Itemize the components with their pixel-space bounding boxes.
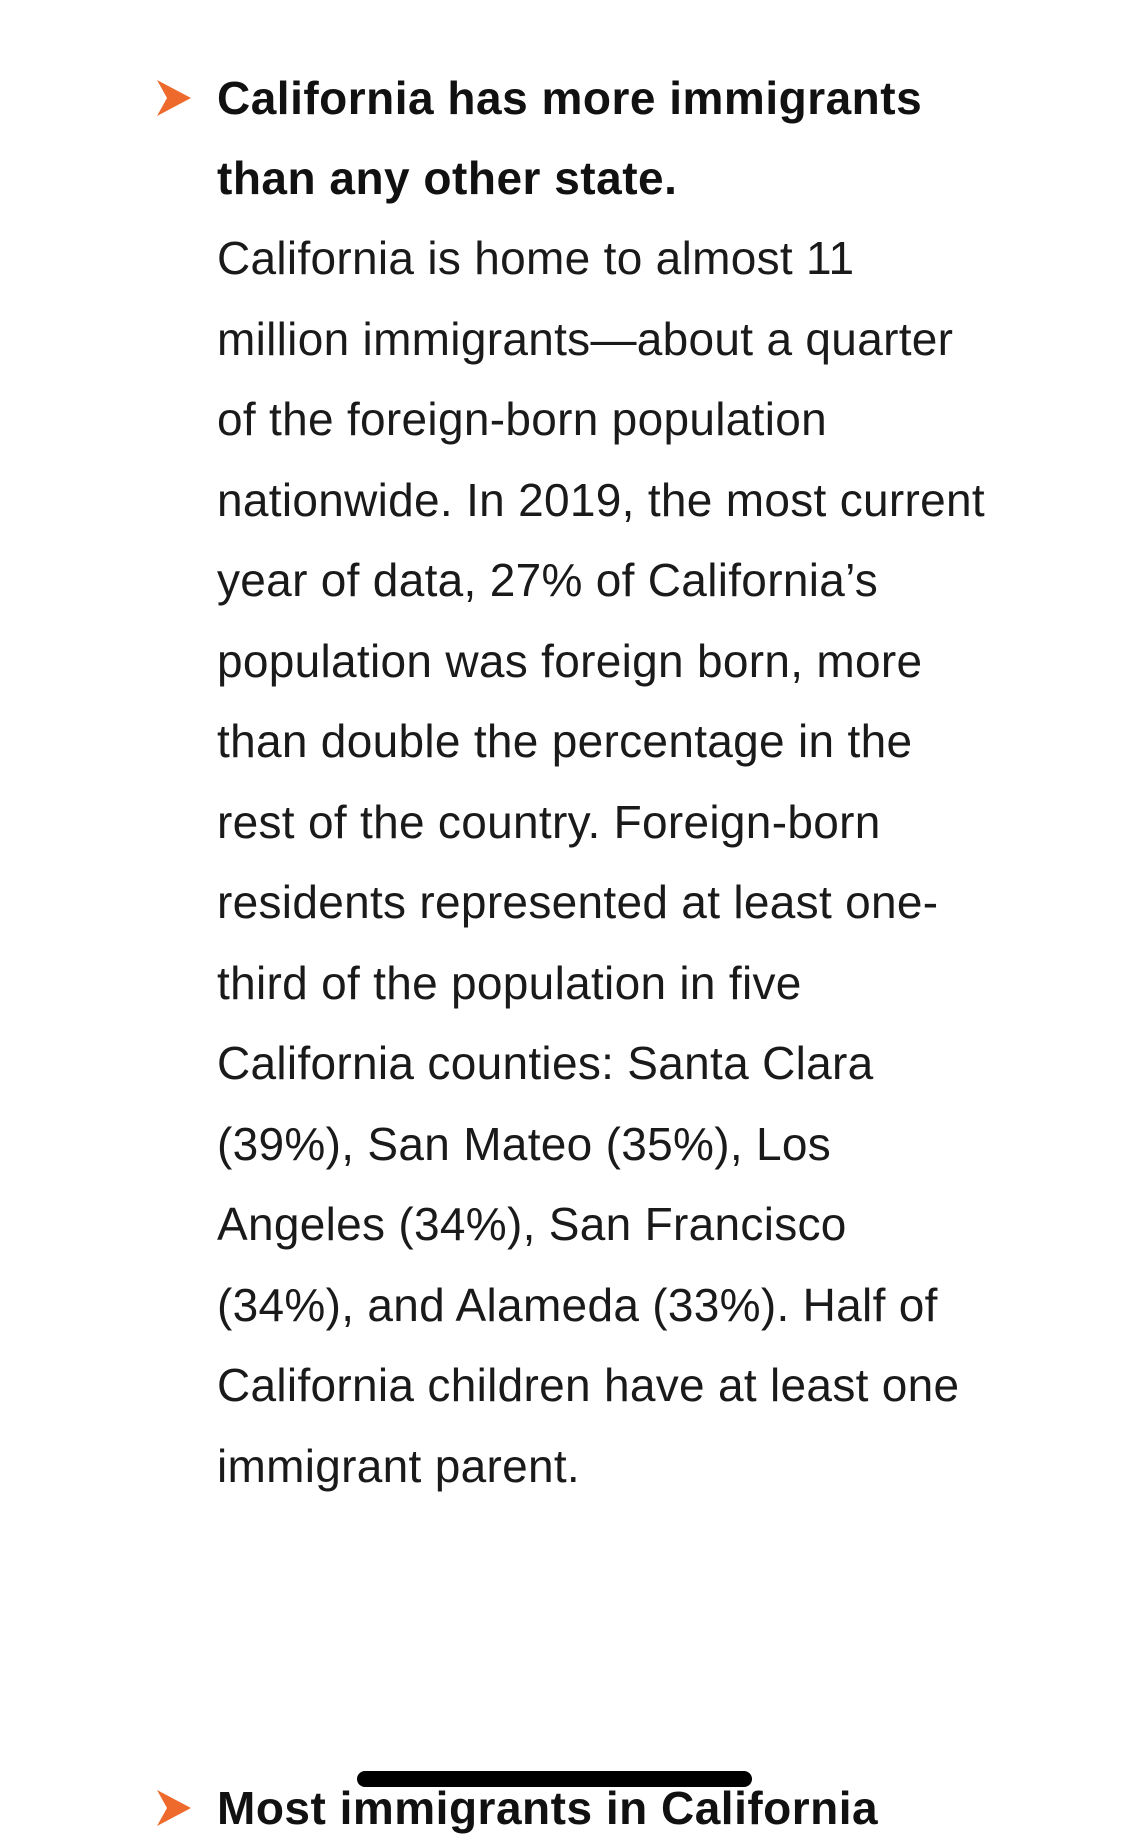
chevron-shape xyxy=(157,80,191,116)
key-point-content: California has more immigrants than any … xyxy=(217,58,995,1506)
key-point-body: California is home to almost 11 million … xyxy=(217,232,985,1492)
chevron-right-icon xyxy=(157,80,191,116)
chevron-shape xyxy=(157,1790,191,1826)
home-indicator[interactable] xyxy=(357,1771,752,1787)
chevron-right-icon xyxy=(157,1790,191,1826)
key-point-heading: California has more immigrants than any … xyxy=(217,72,923,204)
key-point-content: Most immigrants in California xyxy=(217,1768,995,1848)
key-point-heading: Most immigrants in California xyxy=(217,1782,879,1834)
